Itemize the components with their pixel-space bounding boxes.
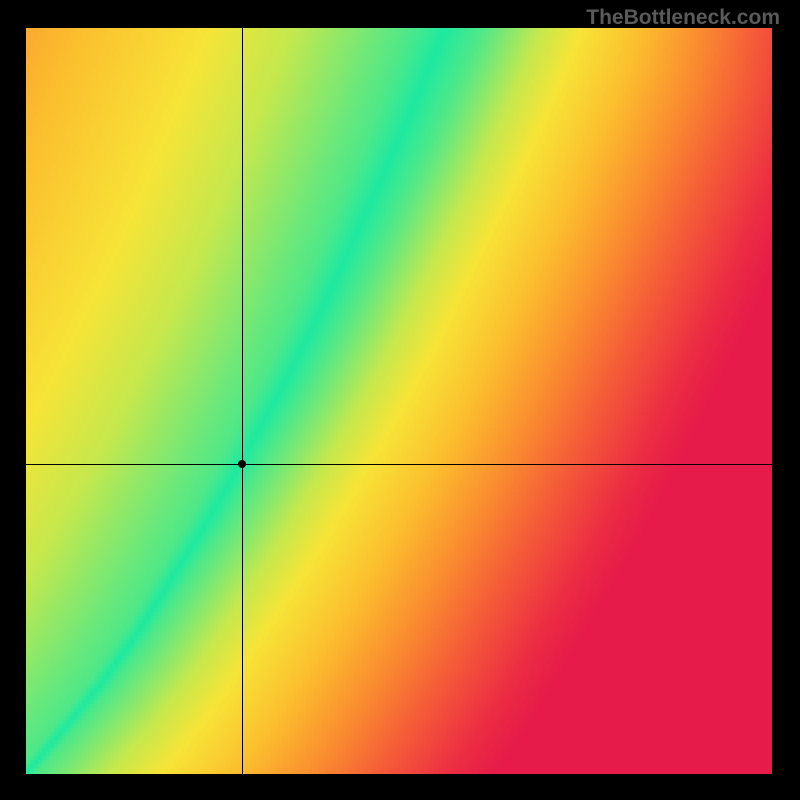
watermark: TheBottleneck.com (586, 6, 780, 30)
heatmap-canvas (26, 28, 772, 774)
crosshair-vertical (242, 28, 243, 774)
crosshair-dot (238, 460, 246, 468)
heatmap-plot (26, 28, 772, 774)
crosshair-horizontal (26, 464, 772, 465)
